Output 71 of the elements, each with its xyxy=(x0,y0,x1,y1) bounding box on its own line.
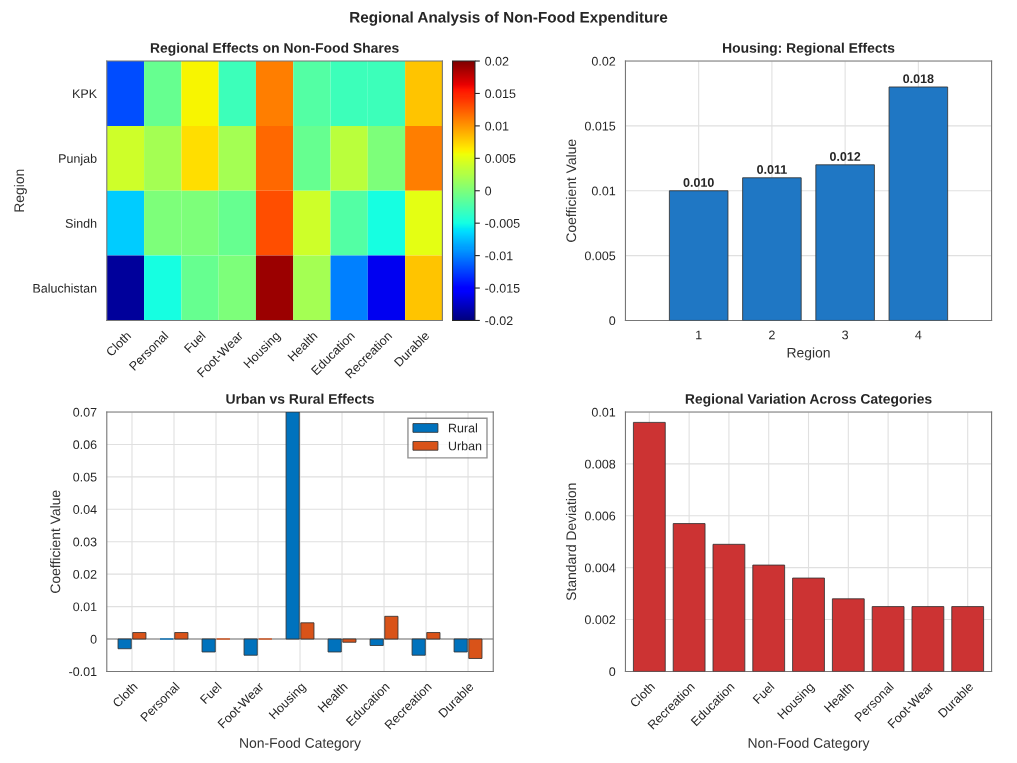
bar xyxy=(632,421,666,672)
data-label: 0.012 xyxy=(829,152,861,161)
y-tick-label: 0.015 xyxy=(584,121,616,131)
chart-title: Housing: Regional Effects xyxy=(723,42,895,56)
y-tick-label: 0.01 xyxy=(73,602,97,612)
y-axis-title: Region xyxy=(13,169,27,212)
bar xyxy=(871,606,905,672)
bar xyxy=(712,543,746,672)
x-axis-title: Non-Food Category xyxy=(748,737,870,751)
color-bar-label: 0 xyxy=(485,186,492,196)
color-bar-label: 0.015 xyxy=(485,89,516,99)
color-bar-label: -0.005 xyxy=(485,218,520,228)
bar xyxy=(672,523,706,672)
color-bar-label: -0.02 xyxy=(485,316,513,326)
bar xyxy=(243,638,258,656)
text: Regional Analysis of Non-Food Expenditure xyxy=(350,11,668,26)
x-axis-title: Non-Food Category xyxy=(240,737,361,751)
chart-title: Regional Effects on Non-Food Shares xyxy=(150,42,399,56)
bar xyxy=(831,598,865,672)
bar xyxy=(752,564,786,672)
data-label: 0.010 xyxy=(683,178,714,187)
y-tick-label: 0.006 xyxy=(584,511,616,521)
y-tick-label: -0.01 xyxy=(69,667,97,677)
y-tick-label: 0.05 xyxy=(73,472,97,482)
x-tick-label: 4 xyxy=(915,330,922,340)
bar xyxy=(742,177,802,321)
y-tick-label: 0.06 xyxy=(73,440,97,450)
y-tick-label: KPK xyxy=(73,89,97,98)
y-tick-label: 0.04 xyxy=(73,505,97,514)
y-tick-label: 0.07 xyxy=(73,407,97,417)
y-tick-label: Punjab xyxy=(59,153,97,166)
bar xyxy=(888,86,949,321)
y-axis-title: Coefficient Value xyxy=(565,139,577,242)
data-label: 0.018 xyxy=(903,74,934,84)
legend-label: Rural xyxy=(448,423,477,433)
y-tick-label: 0.02 xyxy=(591,56,616,66)
y-tick-label: Baluchistan xyxy=(33,283,97,293)
y-tick-label: 0.005 xyxy=(584,251,616,261)
bar xyxy=(792,577,825,672)
y-tick-label: 0.004 xyxy=(584,563,616,573)
bar xyxy=(201,638,216,653)
x-tick-label: 3 xyxy=(842,330,849,340)
data-label: 0.011 xyxy=(757,165,787,174)
chart-title: Urban vs Rural Effects xyxy=(226,393,374,404)
y-tick-label: 0 xyxy=(609,667,616,677)
x-axis-title: Region xyxy=(787,347,830,361)
bar xyxy=(668,190,729,321)
y-tick-label: Sindh xyxy=(65,218,97,228)
y-tick-label: 0 xyxy=(90,634,97,644)
color-bar-label: -0.015 xyxy=(485,283,520,293)
bar xyxy=(951,606,985,672)
bar xyxy=(911,606,945,672)
y-tick-label: 0.008 xyxy=(584,459,616,469)
x-tick-label: 2 xyxy=(769,330,775,340)
y-tick-label: 0.01 xyxy=(591,186,616,196)
color-bar-label: 0.005 xyxy=(485,154,516,163)
y-axis-title: Coefficient Value xyxy=(50,490,61,593)
y-axis-title: Standard Deviation xyxy=(565,483,577,601)
x-tick-label: 1 xyxy=(696,330,702,340)
legend-label: Urban xyxy=(448,441,482,451)
y-tick-label: 0 xyxy=(609,316,616,326)
y-tick-label: 0.002 xyxy=(584,615,616,625)
bar xyxy=(174,632,189,640)
color-bar-label: 0.01 xyxy=(485,121,509,131)
chart-title: Regional Variation Across Categories xyxy=(685,393,932,407)
color-bar-label: 0.02 xyxy=(485,56,509,66)
y-tick-label: 0.01 xyxy=(591,407,616,417)
y-tick-label: 0.03 xyxy=(73,537,97,547)
bar xyxy=(815,164,875,321)
y-tick-label: 0.02 xyxy=(73,569,97,579)
color-bar-label: -0.01 xyxy=(485,251,513,261)
